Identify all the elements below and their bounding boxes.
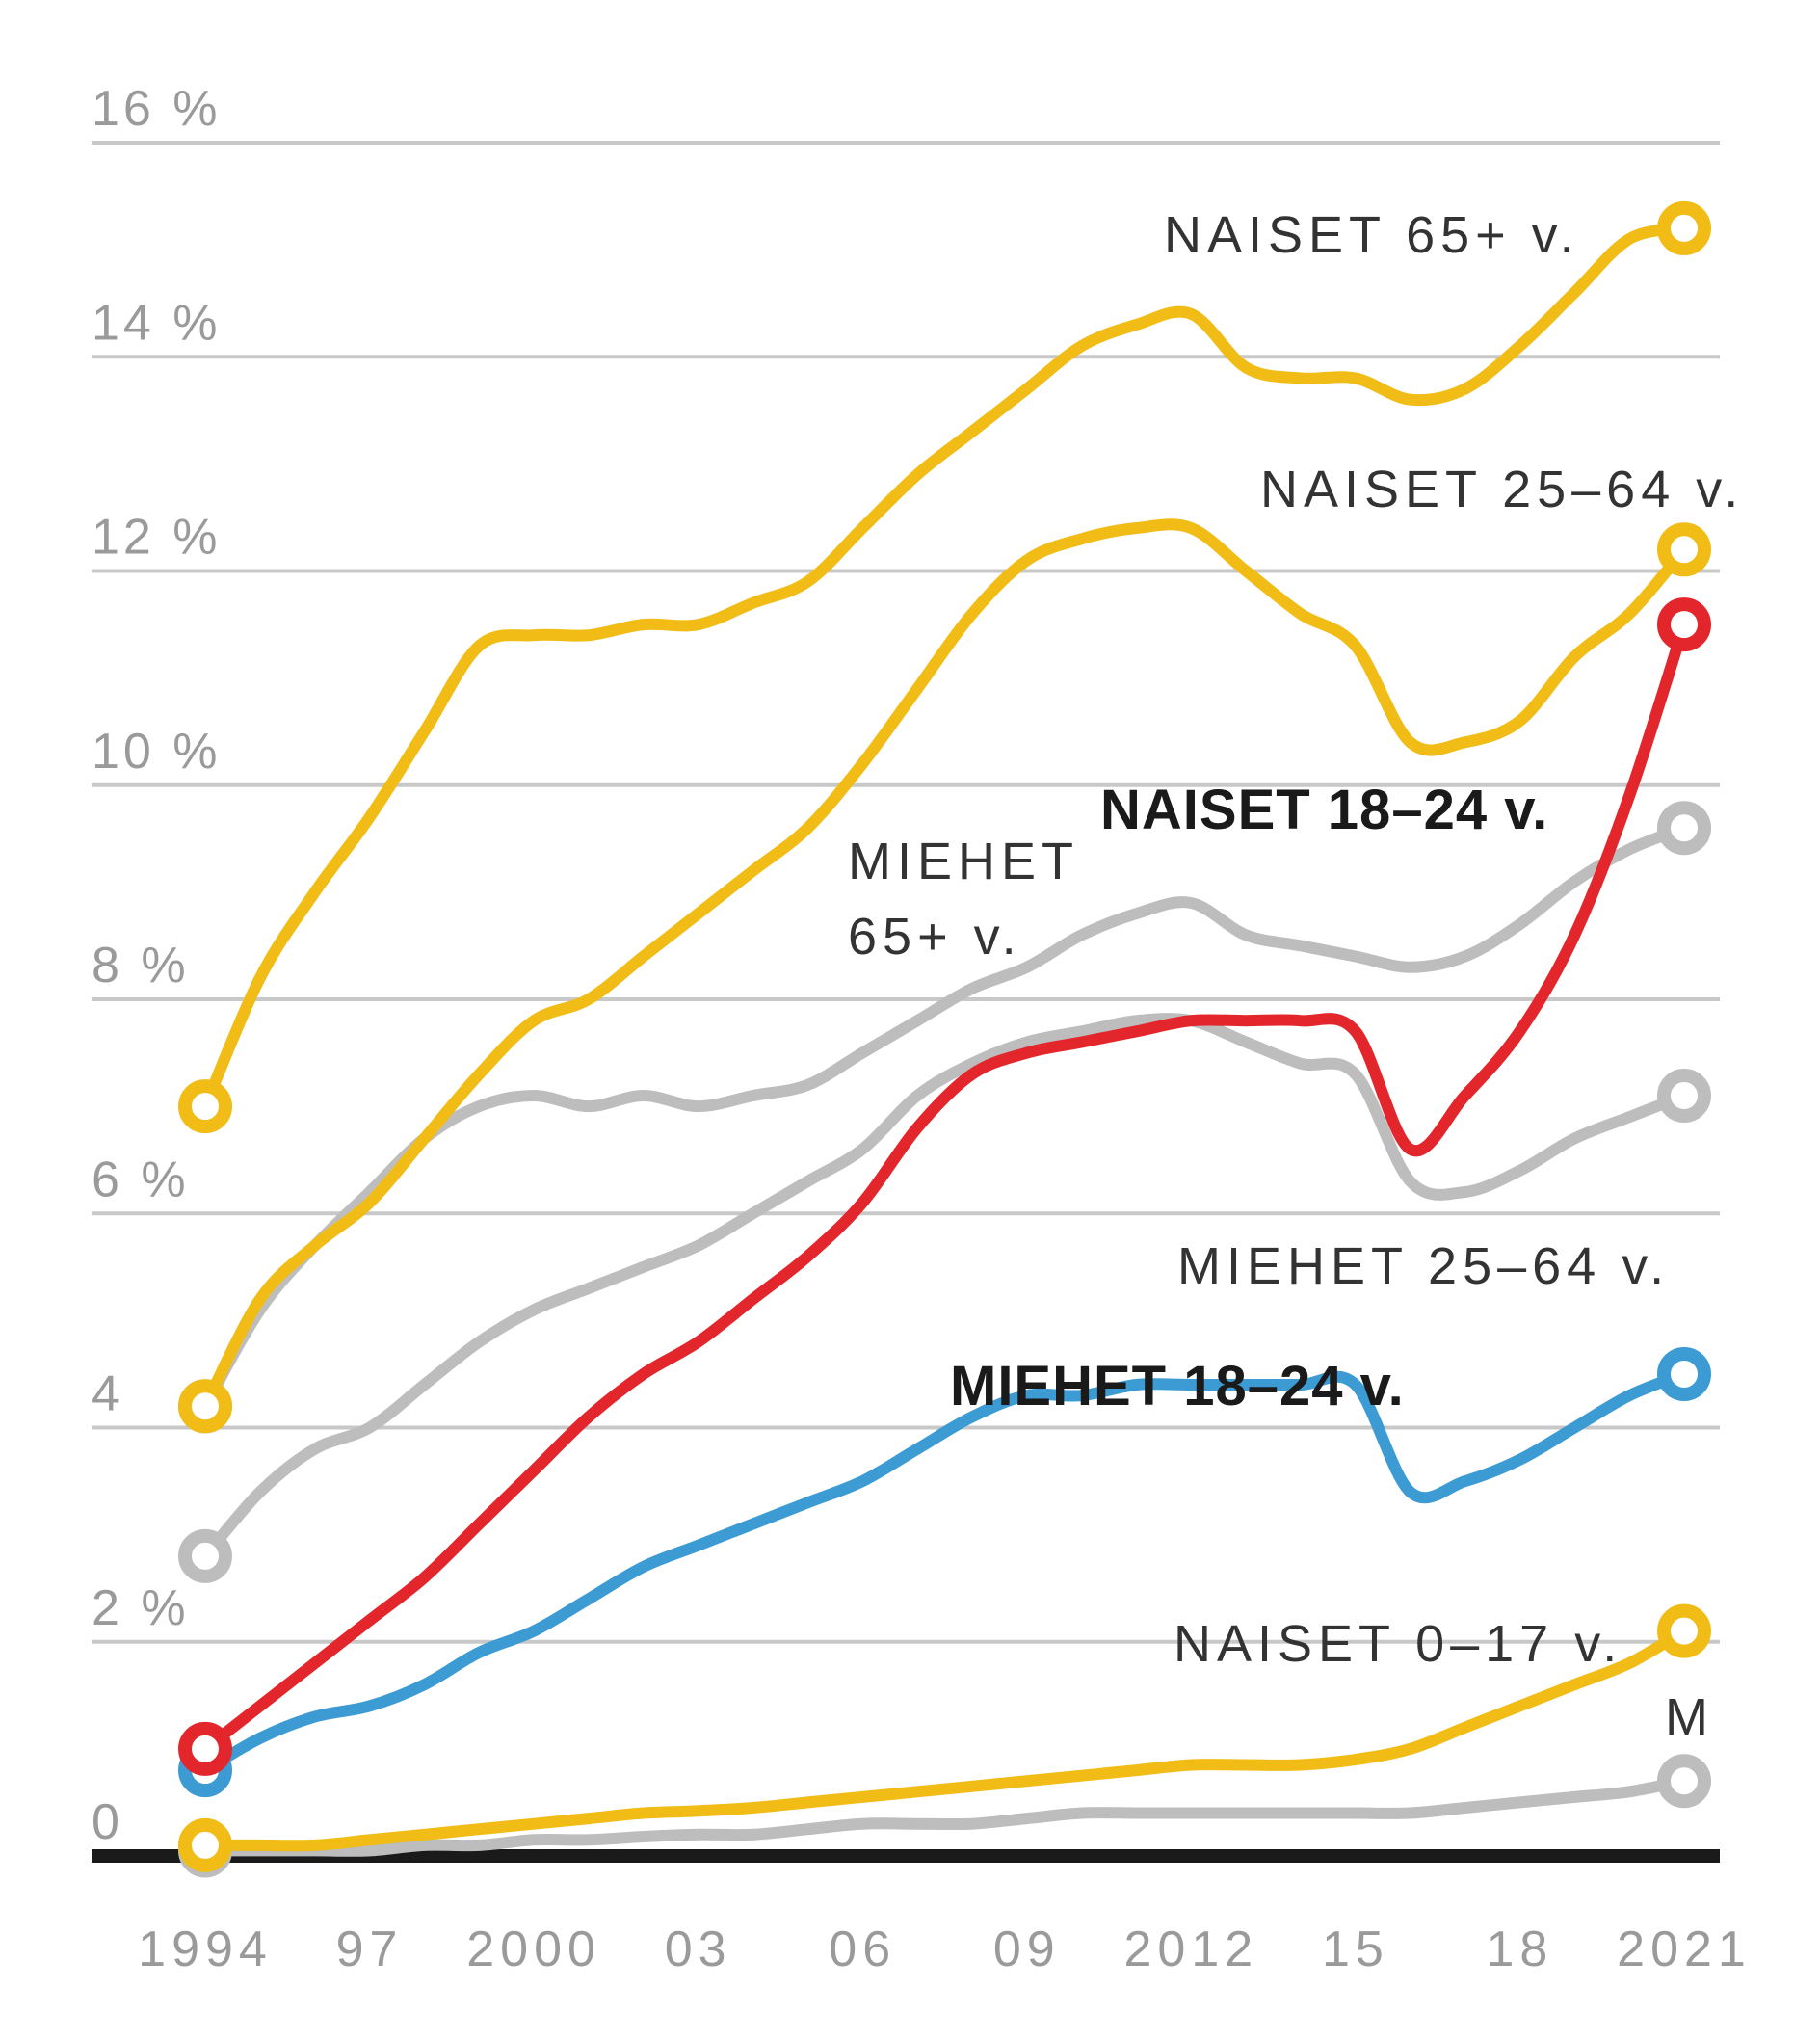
- y-tick-label: 4: [92, 1366, 123, 1422]
- label-miehet-0-17: M: [1665, 1688, 1714, 1746]
- endpoint-end-m017: [1657, 1754, 1711, 1809]
- endpoint-end-m65: [1657, 801, 1711, 856]
- y-tick-label: 10 %: [92, 724, 222, 780]
- y-tick-label: 2 %: [92, 1580, 190, 1636]
- x-tick-label: 15: [1322, 1921, 1389, 1977]
- x-axis-ticks: 1994 97 2000 03 06 09 2012 15 18 2021: [138, 1921, 1752, 1977]
- x-tick-label: 03: [665, 1921, 732, 1977]
- x-tick-label: 2021: [1617, 1921, 1752, 1977]
- y-tick-label: 12 %: [92, 510, 222, 566]
- series-line-n2564: [199, 518, 1690, 1413]
- series-endpoints: [178, 200, 1711, 1878]
- label-miehet-18-24: MIEHET 18–24 v.: [950, 1355, 1405, 1417]
- endpoint-start-n1824: [178, 1721, 232, 1776]
- label-naiset-18-24: NAISET 18–24 v.: [1100, 779, 1548, 841]
- series-line-n1824: [199, 619, 1690, 1755]
- endpoint-start-n017: [178, 1817, 232, 1872]
- y-tick-label: 16 %: [92, 81, 222, 137]
- series-labels: NAISET 65+ v. NAISET 25–64 v. MIEHET 65+…: [848, 206, 1744, 1746]
- x-tick-label: 06: [829, 1921, 896, 1977]
- label-miehet-65-line2: 65+ v.: [848, 908, 1022, 966]
- series-line-m017: [199, 1775, 1690, 1857]
- endpoint-end-m2564: [1657, 1069, 1711, 1124]
- x-tick-label: 2000: [466, 1921, 601, 1977]
- x-tick-label: 18: [1487, 1921, 1554, 1977]
- y-axis-ticks: 0 2 % 4 6 % 8 % 10 % 12 % 14 % 16 %: [92, 81, 222, 1850]
- x-tick-label: 09: [993, 1921, 1061, 1977]
- label-naiset-65: NAISET 65+ v.: [1164, 206, 1580, 264]
- x-tick-label: 2012: [1123, 1921, 1258, 1977]
- endpoint-end-m1824: [1657, 1346, 1711, 1401]
- endpoint-end-n2564: [1657, 522, 1711, 577]
- series-line-n017: [199, 1625, 1690, 1852]
- series-lines: [199, 222, 1690, 1857]
- endpoint-end-n65: [1657, 200, 1711, 255]
- series-line-m2564: [199, 1013, 1690, 1562]
- y-tick-label: 14 %: [92, 295, 222, 351]
- endpoint-start-n2564: [178, 1379, 232, 1434]
- endpoint-end-n1824: [1657, 597, 1711, 652]
- endpoint-end-n017: [1657, 1603, 1711, 1658]
- series-line-m1824: [199, 1367, 1690, 1777]
- x-tick-label: 97: [336, 1921, 404, 1977]
- endpoint-start-m2564: [178, 1528, 232, 1583]
- label-naiset-25-64: NAISET 25–64 v.: [1260, 461, 1744, 518]
- label-miehet-25-64: MIEHET 25–64 v.: [1177, 1237, 1670, 1295]
- endpoint-start-n65: [178, 1079, 232, 1134]
- label-miehet-65-line1: MIEHET: [848, 833, 1079, 890]
- series-line-n65: [199, 222, 1690, 1113]
- y-tick-label: 0: [92, 1794, 123, 1850]
- y-tick-label: 8 %: [92, 938, 190, 994]
- gridlines: [92, 141, 1720, 1644]
- y-tick-label: 6 %: [92, 1152, 190, 1207]
- x-tick-label: 1994: [138, 1921, 273, 1977]
- label-naiset-0-17: NAISET 0–17 v.: [1174, 1615, 1622, 1673]
